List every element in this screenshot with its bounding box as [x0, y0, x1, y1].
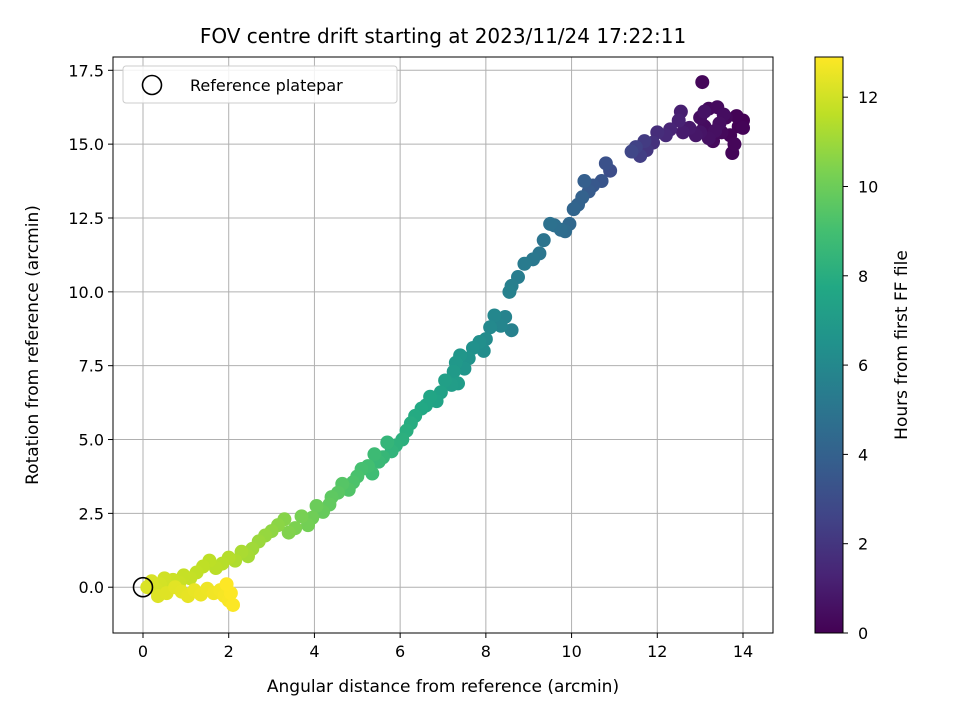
x-tick-label: 4: [309, 642, 319, 661]
data-point: [727, 137, 742, 152]
data-point: [598, 156, 613, 171]
data-point: [695, 75, 710, 90]
data-point: [566, 202, 581, 217]
data-point: [517, 256, 532, 271]
colorbar-tick-label: 12: [858, 88, 878, 107]
x-tick-label: 12: [647, 642, 667, 661]
data-point: [624, 144, 639, 159]
legend: Reference platepar: [122, 65, 398, 104]
data-point: [487, 308, 502, 323]
data-point: [483, 320, 498, 335]
x-tick-label: 14: [733, 642, 753, 661]
x-axis: 0 2 4 6 8 10 12 14: [138, 633, 753, 661]
colorbar-tick-label: 0: [858, 624, 868, 643]
x-axis-label: Angular distance from reference (arcmin): [267, 677, 619, 697]
colorbar-ticks: 0 2 4 6 8 10 12: [843, 88, 878, 643]
legend-reference-marker: [141, 74, 163, 96]
data-point: [226, 597, 240, 612]
colorbar-tick-label: 6: [858, 356, 868, 375]
y-tick-label: 15.0: [68, 135, 104, 154]
data-point: [536, 233, 551, 248]
y-tick-label: 10.0: [68, 283, 104, 302]
data-point: [577, 174, 592, 189]
data-point: [493, 318, 508, 333]
plot-frame: [112, 56, 774, 634]
data-point: [504, 323, 519, 338]
x-tick-label: 2: [224, 642, 234, 661]
colorbar-tick-label: 4: [858, 445, 868, 464]
colorbar-tick-label: 8: [858, 267, 868, 286]
data-point: [438, 373, 453, 388]
y-tick-label: 7.5: [79, 357, 104, 376]
data-points: [140, 75, 750, 612]
data-point: [697, 104, 712, 119]
colorbar: 0 2 4 6 8 10 12 Hours from first FF file: [814, 56, 912, 643]
colorbar-label: Hours from first FF file: [892, 250, 912, 440]
data-point: [736, 120, 750, 135]
data-point: [294, 509, 309, 524]
legend-box: [122, 65, 398, 104]
colorbar-gradient: [814, 56, 844, 634]
data-point: [502, 284, 517, 299]
x-tick-label: 8: [481, 642, 491, 661]
data-point: [219, 577, 234, 592]
data-point: [380, 435, 395, 450]
y-axis: 0.0 2.5 5.0 7.5 10.0 12.5 15.0 17.5: [68, 61, 113, 597]
data-point: [676, 125, 690, 140]
y-tick-label: 0.0: [79, 578, 104, 597]
chart-title: FOV centre drift starting at 2023/11/24 …: [200, 24, 686, 48]
data-point: [367, 447, 382, 462]
y-tick-label: 5.0: [79, 431, 104, 450]
data-point: [671, 113, 686, 128]
data-point: [729, 109, 744, 124]
data-point: [446, 364, 461, 379]
y-tick-label: 12.5: [68, 209, 104, 228]
data-point: [281, 525, 296, 540]
y-tick-label: 2.5: [79, 504, 104, 523]
x-tick-label: 6: [395, 642, 405, 661]
reference-marker-layer: [132, 576, 154, 598]
grid: [113, 57, 773, 633]
data-point: [140, 580, 155, 595]
y-axis-label: Rotation from reference (arcmin): [23, 205, 43, 485]
x-tick-label: 10: [561, 642, 581, 661]
x-tick-label: 0: [138, 642, 148, 661]
legend-entry-label: Reference platepar: [190, 76, 343, 95]
colorbar-tick-label: 2: [858, 535, 868, 554]
colorbar-tick-label: 10: [858, 177, 878, 196]
reference-platepar-marker: [132, 576, 154, 598]
y-tick-label: 17.5: [68, 61, 104, 80]
data-point: [543, 216, 558, 231]
data-point: [309, 498, 324, 513]
